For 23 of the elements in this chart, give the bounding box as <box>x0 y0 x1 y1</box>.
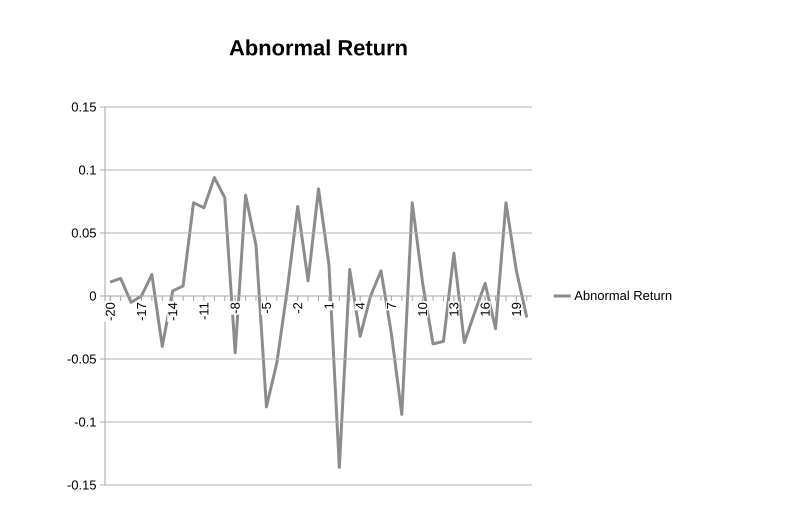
y-tick-label: 0 <box>90 291 96 301</box>
x-tick-label: -17 <box>137 302 146 320</box>
x-tick-label: -2 <box>293 302 302 314</box>
x-tick-label: 10 <box>418 302 428 316</box>
y-tick-label: 0.1 <box>78 165 96 175</box>
y-tick-label: -0.15 <box>68 480 96 490</box>
x-tick-label: 13 <box>449 302 458 316</box>
x-tick-label: -8 <box>230 302 240 314</box>
x-tick-label: -20 <box>106 302 115 320</box>
x-tick-label: -5 <box>262 302 271 314</box>
chart-title: Abnormal Return <box>230 39 407 56</box>
legend-label: Abnormal Return <box>574 290 672 300</box>
x-tick-label: 7 <box>386 302 396 309</box>
x-tick-label: 19 <box>512 302 521 316</box>
y-tick-label: 0.05 <box>72 228 96 238</box>
x-tick-label: 1 <box>324 302 334 308</box>
x-tick-label: -11 <box>199 302 208 320</box>
x-tick-label: 16 <box>480 302 490 316</box>
y-tick-label: -0.05 <box>68 354 96 364</box>
y-tick-label: -0.1 <box>74 417 96 427</box>
x-tick-label: 4 <box>356 302 365 310</box>
x-tick-label: -14 <box>168 302 178 320</box>
y-tick-label: 0.15 <box>72 102 96 112</box>
